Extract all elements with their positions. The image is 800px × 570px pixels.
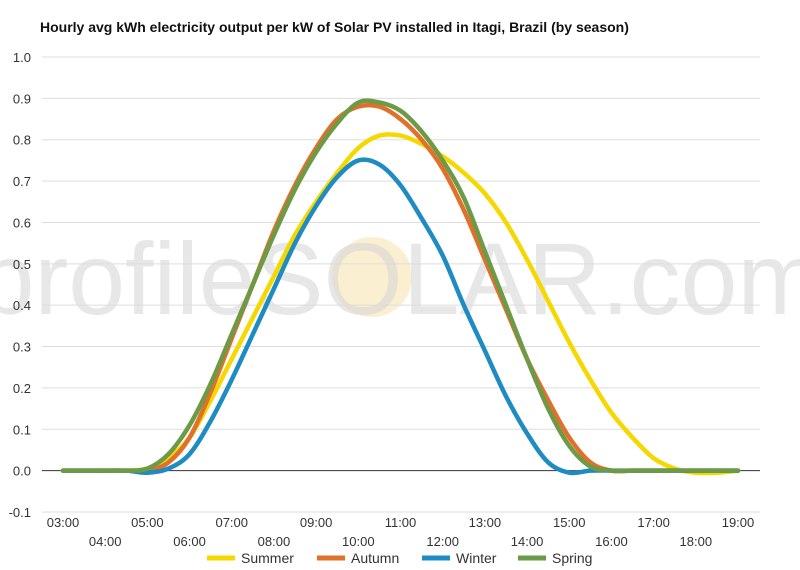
x-tick-label: 17:00 [637, 515, 670, 530]
x-tick-label: 14:00 [511, 534, 544, 549]
x-tick-label: 05:00 [131, 515, 164, 530]
y-tick-label: 0.3 [13, 340, 31, 355]
chart-title: Hourly avg kWh electricity output per kW… [40, 19, 629, 35]
y-tick-label: 0.8 [13, 133, 31, 148]
x-tick-label: 18:00 [680, 534, 713, 549]
watermark-text: profileSOLAR.com [0, 222, 800, 336]
watermark-sun-icon [332, 237, 412, 317]
y-tick-label: 0.0 [13, 464, 31, 479]
series-line-spring [60, 98, 741, 474]
y-tick-label: 0.6 [13, 215, 31, 230]
x-tick-label: 19:00 [722, 515, 755, 530]
x-tick-label: 11:00 [385, 515, 417, 530]
x-tick-label: 16:00 [595, 534, 628, 549]
x-tick-label: 06:00 [173, 534, 206, 549]
series-line-summer [60, 132, 741, 476]
y-tick-label: 1.0 [13, 50, 31, 65]
series-lines [60, 98, 741, 476]
y-tick-label: 0.5 [13, 257, 31, 272]
x-tick-label: 10:00 [342, 534, 375, 549]
legend: Summer Autumn Winter Spring [207, 550, 592, 566]
x-tick-label: 03:00 [47, 515, 80, 530]
y-tick-label: 0.1 [13, 422, 31, 437]
y-axis-ticks: -0.1 0.0 0.1 0.2 0.3 0.4 0.5 0.6 0.7 0.8 0.9 1.0 [9, 50, 31, 520]
x-tick-label: 09:00 [300, 515, 333, 530]
x-tick-label: 12:00 [426, 534, 459, 549]
y-tick-label: 0.2 [13, 381, 31, 396]
x-tick-label: 13:00 [469, 515, 502, 530]
y-tick-label: 0.7 [13, 174, 31, 189]
legend-label-autumn: Autumn [351, 550, 399, 566]
x-tick-label: 04:00 [89, 534, 122, 549]
legend-label-summer: Summer [241, 550, 294, 566]
x-axis-ticks: 03:00 04:00 05:00 06:00 07:00 08:00 09:00 10:00… [47, 515, 755, 549]
x-tick-label: 15:00 [553, 515, 586, 530]
y-tick-label: 0.4 [13, 298, 31, 313]
y-tick-label: -0.1 [9, 505, 31, 520]
x-tick-label: 07:00 [215, 515, 248, 530]
y-tick-label: 0.9 [13, 91, 31, 106]
legend-label-spring: Spring [552, 550, 592, 566]
legend-label-winter: Winter [456, 550, 497, 566]
x-tick-label: 08:00 [258, 534, 291, 549]
watermark: profileSOLAR.com [0, 222, 800, 336]
